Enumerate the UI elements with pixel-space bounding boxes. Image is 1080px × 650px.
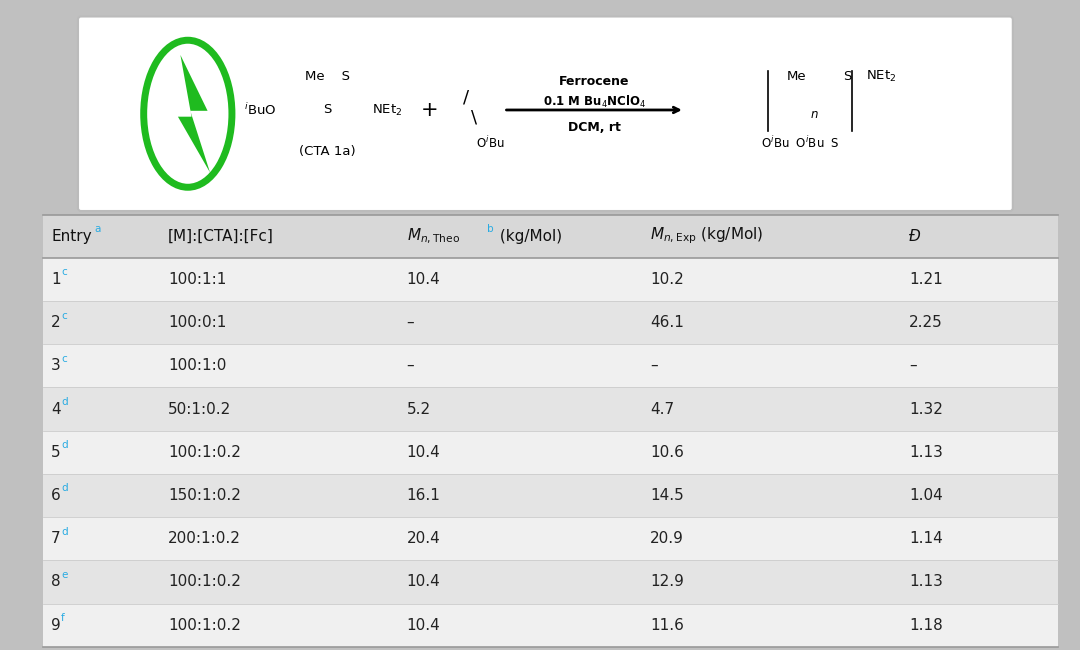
Text: 1.13: 1.13 [909, 445, 943, 460]
Text: 4: 4 [51, 402, 60, 417]
Text: 10.4: 10.4 [406, 445, 441, 460]
Text: (kg/Mol): (kg/Mol) [495, 229, 562, 244]
Text: 100:1:0.2: 100:1:0.2 [168, 445, 241, 460]
Text: 20.4: 20.4 [406, 531, 441, 546]
Text: –: – [909, 358, 917, 373]
Text: 2: 2 [51, 315, 60, 330]
Text: c: c [62, 311, 67, 320]
FancyBboxPatch shape [43, 517, 1058, 560]
Polygon shape [178, 55, 210, 172]
Text: 1.14: 1.14 [909, 531, 943, 546]
Text: NEt$_2$: NEt$_2$ [372, 103, 402, 118]
Text: 1.32: 1.32 [909, 402, 943, 417]
Text: d: d [62, 526, 68, 537]
Text: 10.6: 10.6 [650, 445, 684, 460]
FancyBboxPatch shape [43, 431, 1058, 474]
Text: (CTA 1a): (CTA 1a) [299, 145, 355, 158]
Text: a: a [94, 224, 100, 234]
Text: S: S [323, 103, 332, 116]
Text: f: f [62, 613, 65, 623]
Text: NEt$_2$: NEt$_2$ [866, 68, 896, 84]
Text: 150:1:0.2: 150:1:0.2 [168, 488, 241, 503]
Text: 0.1 M Bu$_4$NClO$_4$: 0.1 M Bu$_4$NClO$_4$ [542, 94, 646, 110]
Text: e: e [62, 570, 68, 580]
Text: 8: 8 [51, 575, 60, 590]
Text: 10.4: 10.4 [406, 618, 441, 632]
Text: 100:1:1: 100:1:1 [168, 272, 227, 287]
Text: 16.1: 16.1 [406, 488, 441, 503]
Text: 5: 5 [51, 445, 60, 460]
Text: d: d [62, 484, 68, 493]
Text: \: \ [471, 109, 477, 127]
Text: 12.9: 12.9 [650, 575, 684, 590]
Text: Me: Me [787, 70, 807, 83]
Text: d: d [62, 440, 68, 450]
Text: 1.04: 1.04 [909, 488, 943, 503]
Text: 7: 7 [51, 531, 60, 546]
Text: –: – [650, 358, 658, 373]
Text: b: b [486, 224, 494, 234]
Text: [M]:[CTA]:[Fc]: [M]:[CTA]:[Fc] [168, 229, 274, 244]
Text: 14.5: 14.5 [650, 488, 684, 503]
FancyBboxPatch shape [43, 344, 1058, 387]
Text: DCM, rt: DCM, rt [568, 122, 621, 135]
Text: 100:1:0: 100:1:0 [168, 358, 227, 373]
Text: O$^i$Bu: O$^i$Bu [476, 135, 504, 151]
Text: S: S [843, 70, 851, 83]
Text: Đ: Đ [909, 229, 921, 244]
Text: 10.4: 10.4 [406, 575, 441, 590]
Text: d: d [62, 397, 68, 407]
Text: 4.7: 4.7 [650, 402, 674, 417]
FancyBboxPatch shape [43, 387, 1058, 430]
Text: O$^i$Bu  O$^i$Bu  S: O$^i$Bu O$^i$Bu S [761, 135, 840, 151]
FancyBboxPatch shape [43, 301, 1058, 344]
FancyBboxPatch shape [43, 560, 1058, 604]
Text: Me    S: Me S [305, 70, 350, 83]
Text: –: – [406, 358, 414, 373]
Text: –: – [406, 315, 414, 330]
Text: c: c [62, 354, 67, 364]
Text: 1.21: 1.21 [909, 272, 943, 287]
Text: $\it{M}_{n,\mathrm{Exp}}$ (kg/Mol): $\it{M}_{n,\mathrm{Exp}}$ (kg/Mol) [650, 226, 764, 246]
FancyBboxPatch shape [43, 214, 1058, 258]
Text: $\it{M}_{n,\mathrm{Theo}}$: $\it{M}_{n,\mathrm{Theo}}$ [406, 226, 460, 246]
Text: 100:1:0.2: 100:1:0.2 [168, 618, 241, 632]
FancyBboxPatch shape [43, 257, 1058, 301]
Text: 6: 6 [51, 488, 60, 503]
FancyBboxPatch shape [43, 474, 1058, 517]
Text: 20.9: 20.9 [650, 531, 684, 546]
Text: /: / [463, 89, 470, 107]
Text: 10.2: 10.2 [650, 272, 684, 287]
Text: 46.1: 46.1 [650, 315, 684, 330]
FancyBboxPatch shape [43, 603, 1058, 647]
Text: $n$: $n$ [810, 109, 819, 122]
Text: 100:1:0.2: 100:1:0.2 [168, 575, 241, 590]
Text: +: + [420, 100, 438, 120]
Text: 3: 3 [51, 358, 60, 373]
Text: 1.13: 1.13 [909, 575, 943, 590]
FancyBboxPatch shape [78, 16, 1013, 211]
Text: 200:1:0.2: 200:1:0.2 [168, 531, 241, 546]
Text: 10.4: 10.4 [406, 272, 441, 287]
Text: 50:1:0.2: 50:1:0.2 [168, 402, 231, 417]
Text: 11.6: 11.6 [650, 618, 684, 632]
Text: c: c [62, 267, 67, 278]
Text: Entry: Entry [51, 229, 92, 244]
Text: Ferrocene: Ferrocene [559, 75, 630, 88]
Text: 5.2: 5.2 [406, 402, 431, 417]
Text: $^{i}$BuO: $^{i}$BuO [244, 102, 276, 118]
Text: 2.25: 2.25 [909, 315, 943, 330]
Text: 1.18: 1.18 [909, 618, 943, 632]
Text: 100:0:1: 100:0:1 [168, 315, 227, 330]
Text: 9: 9 [51, 618, 60, 632]
Ellipse shape [144, 40, 232, 187]
Text: 1: 1 [51, 272, 60, 287]
